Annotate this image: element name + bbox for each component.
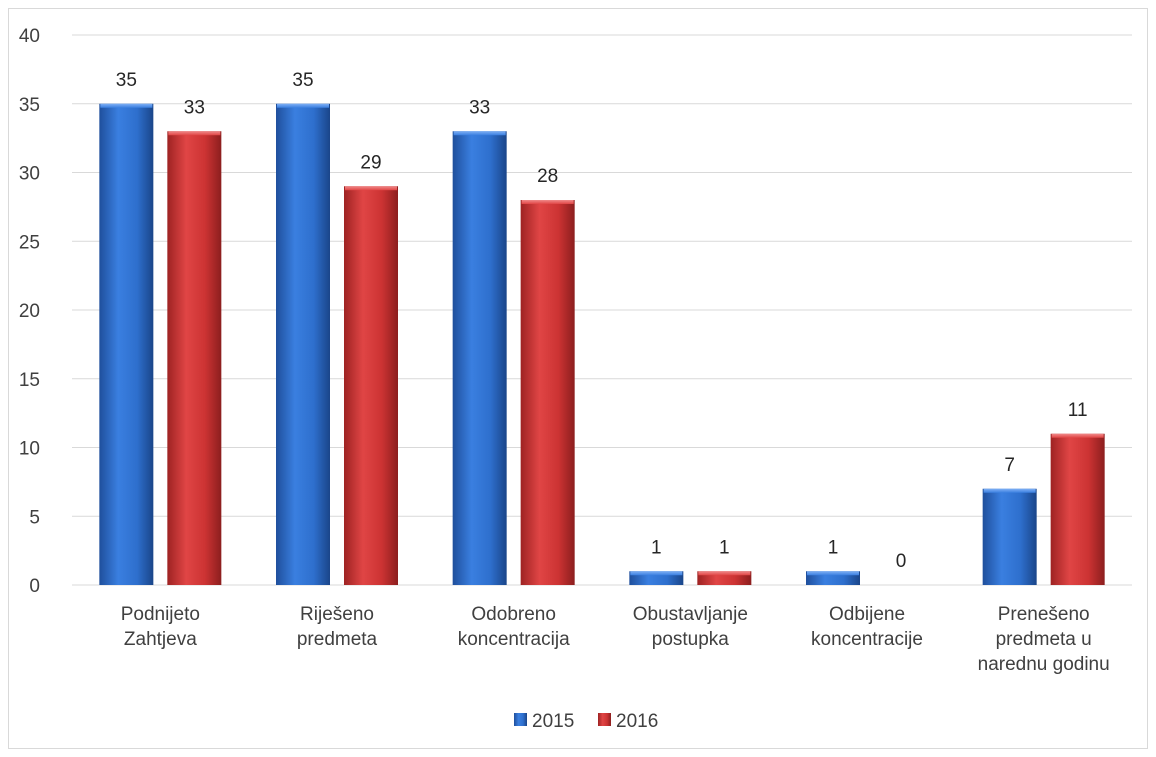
category-label: koncentracije: [811, 629, 923, 650]
legend-label-2016: 2016: [616, 711, 658, 732]
data-label: 0: [896, 551, 907, 572]
category-label: Obustavljanje: [633, 604, 748, 625]
bar-2016: [1050, 433, 1105, 585]
bar-2015: [982, 488, 1037, 585]
y-tick-label: 25: [19, 232, 40, 253]
data-label: 33: [184, 97, 205, 118]
data-label: 29: [360, 152, 381, 173]
data-label: 7: [1004, 455, 1015, 476]
bar-top-highlight: [630, 571, 683, 576]
bar-top-highlight: [100, 103, 153, 108]
bar-top-highlight: [168, 131, 221, 136]
y-tick-label: 10: [19, 439, 40, 460]
y-axis-ticks: 0 5 10 15 20 25 30 35 40: [19, 26, 40, 597]
bar-top-highlight: [277, 103, 329, 108]
bar-top-highlight: [698, 571, 751, 576]
bar-top-highlight: [1051, 433, 1104, 438]
data-label: 33: [469, 97, 490, 118]
y-tick-label: 30: [19, 164, 40, 185]
category-label: predmeta: [297, 629, 378, 650]
category-label: postupka: [652, 629, 730, 650]
y-tick-label: 15: [19, 370, 40, 391]
category-label: Zahtjeva: [124, 629, 197, 650]
y-tick-label: 5: [29, 507, 40, 528]
y-tick-label: 0: [29, 576, 40, 597]
y-tick-label: 40: [19, 26, 40, 47]
category-label: Odbijene: [829, 604, 905, 625]
category-label: Riješeno: [300, 604, 374, 625]
legend-swatch-2015: [514, 713, 527, 726]
category-label: narednu godinu: [978, 654, 1110, 675]
bar-top-highlight: [983, 488, 1036, 493]
bar-2015: [99, 103, 154, 585]
bar-top-highlight: [807, 571, 859, 576]
bar-2015: [452, 131, 507, 585]
gridlines: [72, 34, 1132, 586]
category-label: Odobreno: [471, 604, 556, 625]
bar-top-highlight: [453, 131, 506, 136]
bar-top-highlight: [521, 200, 574, 204]
bars: [99, 103, 1105, 585]
data-label: 11: [1068, 400, 1088, 421]
category-label: Prenešeno: [998, 604, 1090, 625]
data-label: 1: [719, 537, 730, 558]
category-label: predmeta u: [996, 629, 1092, 650]
data-label: 35: [116, 70, 137, 91]
bar-2016: [520, 200, 575, 585]
bar-top-highlight: [345, 186, 397, 191]
category-label: koncentracija: [458, 629, 570, 650]
data-label: 35: [292, 70, 313, 91]
bar-2016: [344, 186, 398, 585]
legend: 2015 2016: [514, 711, 658, 732]
data-label: 1: [828, 537, 839, 558]
y-tick-label: 35: [19, 95, 40, 116]
bar-2015: [276, 103, 330, 585]
x-axis-categories: Podnijeto Zahtjeva Riješeno predmeta Odobren…: [121, 604, 1110, 675]
legend-label-2015: 2015: [532, 711, 574, 732]
legend-swatch-2016: [598, 713, 611, 726]
y-tick-label: 20: [19, 301, 40, 322]
data-label: 28: [537, 166, 558, 187]
bar-2016: [167, 131, 222, 585]
category-label: Podnijeto: [121, 604, 200, 625]
data-label: 1: [651, 537, 662, 558]
